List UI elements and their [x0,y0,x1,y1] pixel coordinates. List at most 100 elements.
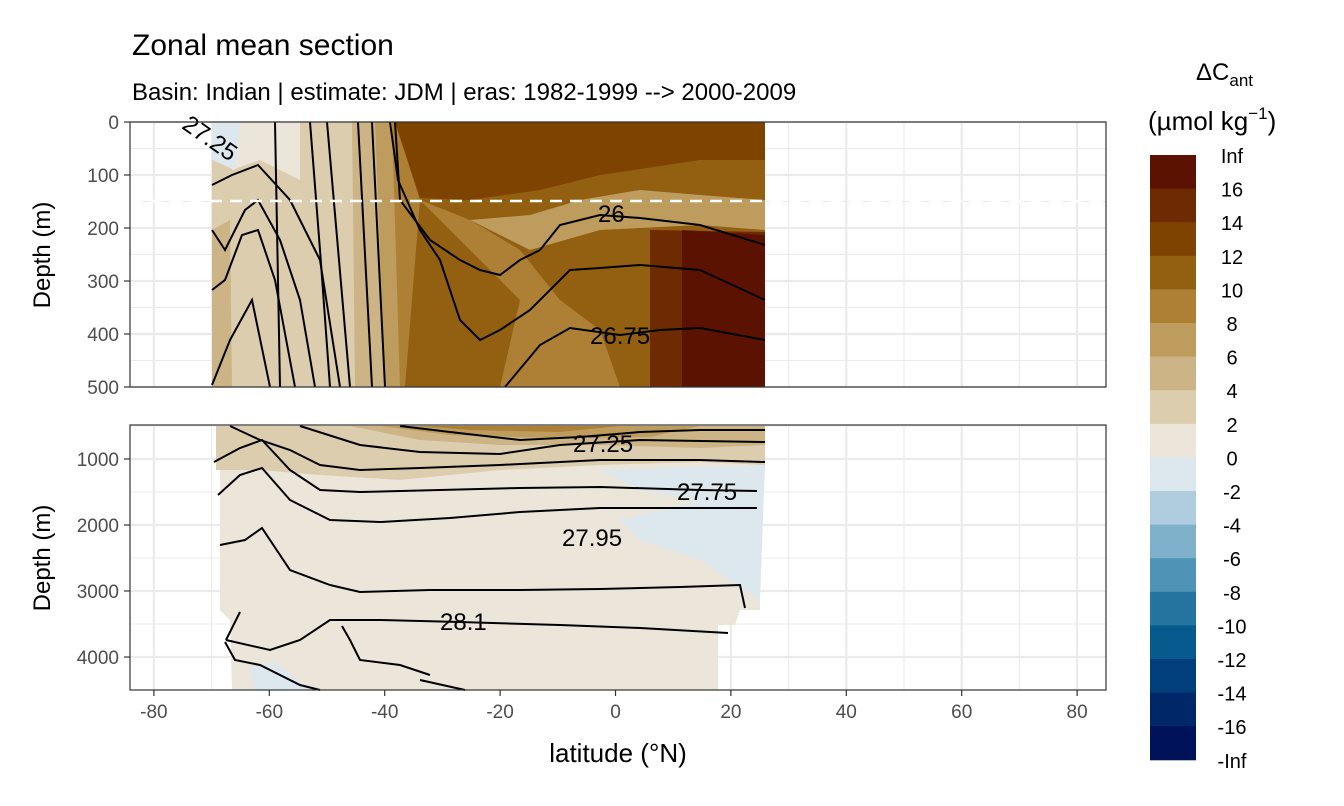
legend-color-swatch [1150,356,1196,391]
contour-line [299,425,766,456]
x-tick-label: 0 [610,702,621,723]
contour-line [229,425,766,472]
legend-label: -6 [1223,549,1241,571]
contour-label: 27.95 [562,525,622,552]
contour-line [371,121,386,388]
y-tick-label: 300 [87,272,119,293]
top-contours [211,121,766,388]
y-tick-label: 100 [87,166,119,187]
top-panel: 27.25 26 26.75 [129,110,1107,389]
fill-inf [682,230,765,387]
legend-color-swatch [1150,625,1196,660]
legend-label: -Inf [1218,751,1247,773]
y-axis-label-top: Depth (m) [29,202,56,309]
chart-subtitle: Basin: Indian | estimate: JDM | eras: 19… [132,79,796,106]
contour-label: 26 [598,201,625,228]
x-tick-label: -20 [486,702,513,723]
bottom-contours [213,425,766,691]
legend-label: 16 [1221,180,1243,202]
x-tick-label: -80 [140,702,167,723]
legend-units: (µmol kg [1148,106,1248,136]
legend-color-swatch [1150,390,1196,425]
legend-label: -8 [1223,583,1241,605]
legend-label: 14 [1221,213,1243,235]
legend-label: 0 [1226,448,1237,470]
contour-line [326,121,351,388]
legend-label: -14 [1218,684,1247,706]
legend-color-swatch [1150,491,1196,526]
x-tick-label: -40 [371,702,398,723]
y-tick-label: 1000 [77,450,119,471]
contour-line [225,611,241,641]
fill-8 [470,190,765,250]
contour-line [211,297,271,388]
x-tick-label: -60 [256,702,283,723]
contour-line [341,625,431,676]
contour-line [225,619,729,652]
axes: 0 100 200 300 400 500 1000 2000 3000 4000 -80 -60 -4… [77,113,1088,723]
y-tick-label: 500 [87,378,119,399]
bottom-panel: 27.25 27.75 27.95 28.1 [129,424,1107,691]
legend-color-swatch [1150,457,1196,492]
x-tick-label: 80 [1067,702,1088,723]
legend-label: -16 [1218,717,1247,739]
legend-color-swatch [1150,222,1196,257]
legend-color-swatch [1150,155,1196,190]
contour-line [389,121,766,342]
y-tick-label: 400 [87,325,119,346]
contour-line [224,641,321,691]
contour-line [419,679,466,691]
legend-color-swatch [1150,524,1196,559]
legend-label: -2 [1223,482,1241,504]
contour-label: 28.1 [440,609,487,636]
legend-color-swatch [1150,591,1196,626]
legend-label: Inf [1221,146,1244,168]
legend-label: 12 [1221,247,1243,269]
y-tick-label: 2000 [77,516,119,537]
legend-title: ΔC [1196,59,1229,86]
legend: ΔCant (µmol kg−1) Inf 16 14 12 10 8 6 4 2 0 -2 -4 -6… [1148,59,1276,773]
x-tick-label: 20 [720,702,741,723]
fill-10 [420,426,620,432]
contour-line [217,466,757,524]
top-panel-fill [212,122,765,387]
fill-0 [600,465,765,600]
legend-color-swatch [1150,188,1196,223]
x-tick-label: 60 [951,702,972,723]
legend-label: 2 [1226,415,1237,437]
legend-color-swatch [1150,558,1196,593]
legend-color-swatch [1150,289,1196,324]
fill-12 [405,200,520,387]
contour-line [274,121,281,388]
fill-14 [395,122,765,200]
legend-color-swatch [1150,423,1196,458]
fill-0 [212,122,240,170]
legend-color-swatch [1150,692,1196,727]
contour-line [394,121,766,277]
contour-line [309,121,331,388]
y-tick-label: 4000 [77,648,119,669]
y-tick-label: 3000 [77,582,119,603]
legend-color-swatch [1150,255,1196,290]
chart-title: Zonal mean section [132,29,394,62]
contour-line [357,121,373,388]
x-tick-label: 40 [836,702,857,723]
legend-label: 4 [1226,381,1237,403]
contour-line [213,438,758,494]
contour-label: 26.75 [590,323,650,350]
legend-title-sub: ant [1229,71,1253,90]
legend-label: -4 [1223,516,1241,538]
legend-label: -12 [1218,650,1247,672]
x-axis-label: latitude (°N) [549,738,687,768]
legend-color-swatch [1150,323,1196,358]
svg-text:(µmol kg−1): (µmol kg−1) [1148,104,1276,136]
legend-units-close: ) [1268,106,1277,136]
contour-line [504,326,766,388]
legend-color-swatch [1150,726,1196,761]
contour-label: 27.75 [677,479,737,506]
contour-line [399,425,765,442]
legend-label: -10 [1218,616,1247,638]
contour-line [219,526,746,609]
y-tick-label: 200 [87,219,119,240]
